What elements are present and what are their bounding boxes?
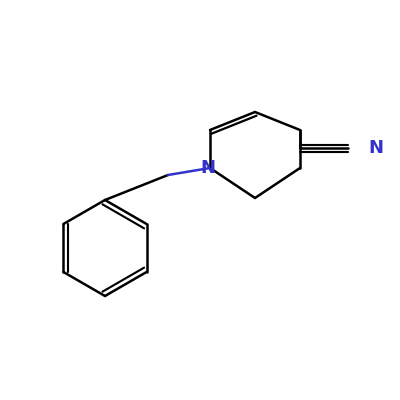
Text: N: N: [368, 139, 383, 157]
Text: N: N: [200, 159, 216, 177]
